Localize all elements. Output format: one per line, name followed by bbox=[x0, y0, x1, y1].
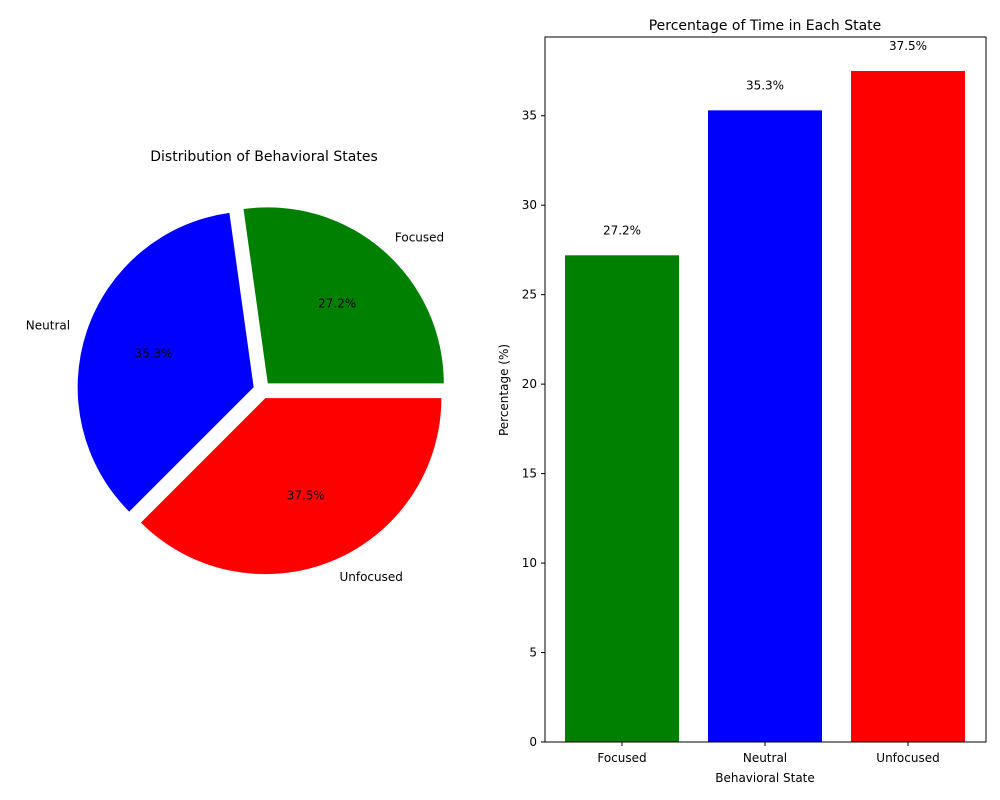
bar-chart: Percentage of Time in Each State 27.2% 35… bbox=[497, 18, 987, 785]
y-tick-label-35: 35 bbox=[522, 109, 537, 123]
bar-unfocused bbox=[851, 70, 965, 743]
y-tick-label-30: 30 bbox=[522, 198, 537, 212]
x-tick-label-focused: Focused bbox=[597, 751, 646, 765]
y-tick-label-20: 20 bbox=[522, 377, 537, 391]
pie-slice-focused bbox=[243, 207, 444, 384]
pie-title: Distribution of Behavioral States bbox=[150, 149, 378, 165]
y-tick-label-0: 0 bbox=[529, 735, 537, 749]
bar-title: Percentage of Time in Each State bbox=[649, 18, 882, 34]
pie-chart: Distribution of Behavioral States 27.2% F… bbox=[26, 149, 444, 584]
x-tick-label-neutral: Neutral bbox=[743, 751, 787, 765]
y-tick-label-10: 10 bbox=[522, 556, 537, 570]
bar-neutral bbox=[708, 110, 822, 743]
bar-value-label-focused: 27.2% bbox=[603, 223, 641, 237]
plot-frame bbox=[544, 36, 987, 743]
pie-slice-neutral bbox=[77, 212, 254, 512]
pie-category-label-neutral: Neutral bbox=[26, 319, 70, 333]
bar-value-label-neutral: 35.3% bbox=[746, 78, 784, 92]
x-tick-label-unfocused: Unfocused bbox=[876, 751, 939, 765]
pie-pct-label-unfocused: 37.5% bbox=[287, 489, 325, 503]
pie-category-label-focused: Focused bbox=[395, 230, 444, 244]
y-tick-label-5: 5 bbox=[529, 646, 537, 660]
pie-category-label-unfocused: Unfocused bbox=[339, 570, 402, 584]
y-axis-label: Percentage (%) bbox=[497, 344, 511, 436]
pie-slice-unfocused bbox=[140, 398, 442, 575]
pie-pct-label-focused: 27.2% bbox=[318, 297, 356, 311]
y-tick-label-15: 15 bbox=[522, 467, 537, 481]
bar-focused bbox=[565, 255, 679, 742]
y-tick-label-25: 25 bbox=[522, 288, 537, 302]
pie-pct-label-neutral: 35.3% bbox=[134, 347, 172, 361]
x-axis-label: Behavioral State bbox=[715, 771, 815, 785]
bar-value-label-unfocused: 37.5% bbox=[889, 39, 927, 53]
